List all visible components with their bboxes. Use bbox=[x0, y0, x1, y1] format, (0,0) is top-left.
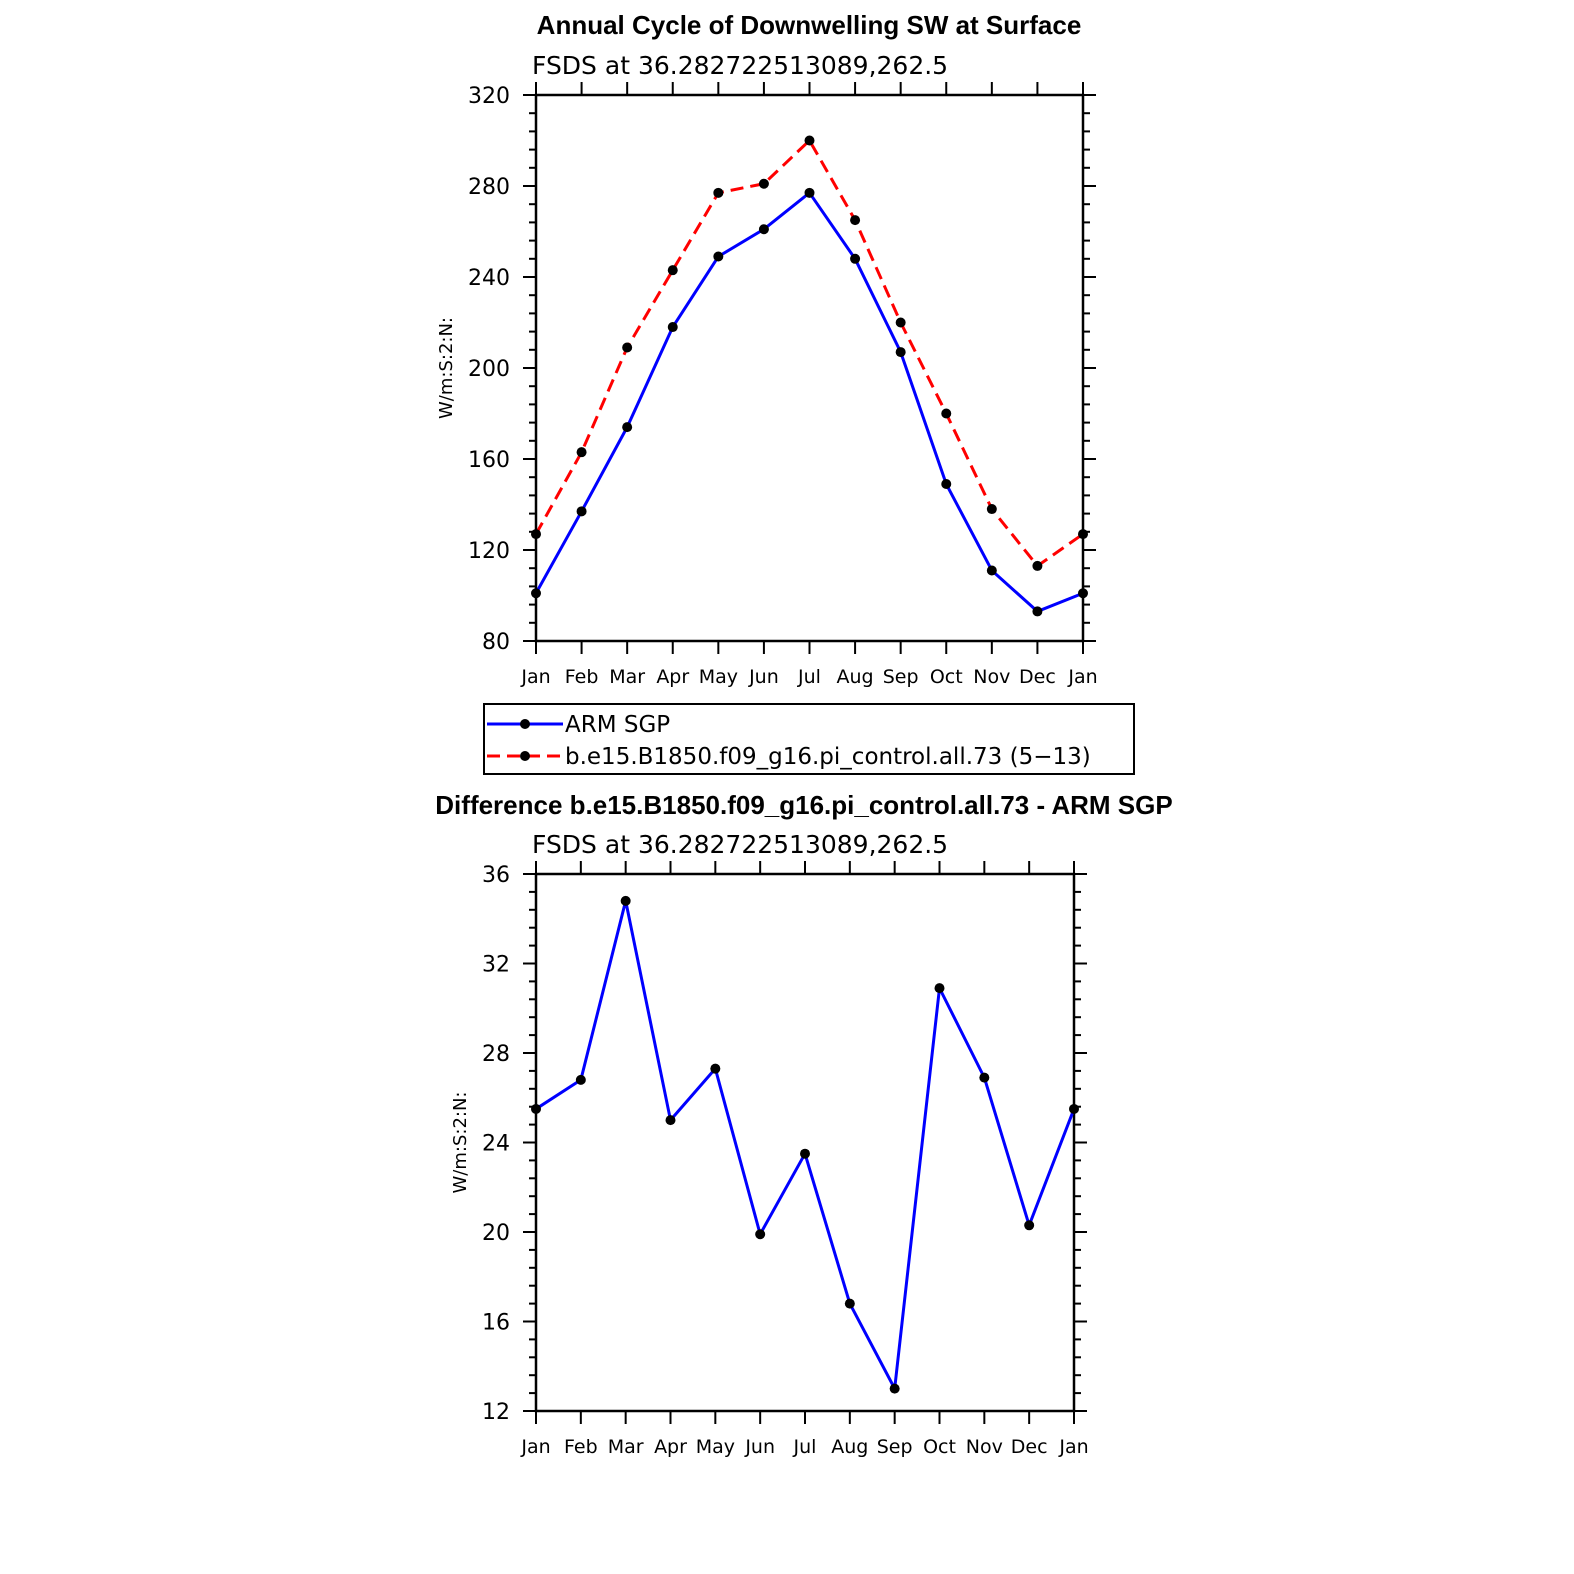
x-tick-label: Nov bbox=[973, 666, 1010, 688]
data-point bbox=[622, 342, 633, 353]
x-tick-label: Mar bbox=[609, 666, 645, 688]
data-point bbox=[941, 408, 952, 419]
x-tick-label: Feb bbox=[565, 666, 599, 688]
legend-marker bbox=[520, 719, 530, 729]
x-tick-label: Jul bbox=[797, 666, 821, 688]
legend-box bbox=[483, 703, 1135, 775]
plot-frame bbox=[534, 872, 1076, 1413]
legend-marker bbox=[520, 751, 530, 761]
x-tick-label: Feb bbox=[564, 1436, 598, 1458]
y-tick-label: 36 bbox=[482, 863, 510, 888]
x-tick-label: Jun bbox=[744, 1436, 775, 1458]
x-tick-label: Jan bbox=[520, 1436, 550, 1458]
data-point bbox=[986, 504, 997, 515]
data-point bbox=[531, 529, 541, 540]
series-line-1 bbox=[535, 899, 1076, 1391]
x-tick-label: Jul bbox=[793, 1436, 817, 1458]
x-tick-label: Jun bbox=[748, 666, 779, 688]
data-point bbox=[576, 506, 587, 517]
x-tick-label: Mar bbox=[608, 1436, 644, 1458]
x-tick-label: Dec bbox=[1011, 1436, 1048, 1458]
chart-title: Difference b.e15.B1850.f09_g16.pi_contro… bbox=[435, 790, 1172, 820]
series-line-2 bbox=[534, 139, 1084, 568]
y-tick-label: 240 bbox=[468, 266, 510, 291]
x-tick-label: Apr bbox=[654, 1436, 687, 1458]
chart-title: Annual Cycle of Downwelling SW at Surfac… bbox=[537, 10, 1082, 40]
series-line-1 bbox=[534, 191, 1084, 613]
y-tick-label: 20 bbox=[482, 1221, 510, 1246]
data-point bbox=[1069, 1103, 1079, 1114]
data-point bbox=[850, 215, 861, 226]
legend-label-2: b.e15.B1850.f09_g16.pi_control.all.73 (5… bbox=[565, 744, 1091, 770]
chart-1: Annual Cycle of Downwelling SW at Surfac… bbox=[436, 10, 1098, 688]
data-point bbox=[979, 1072, 990, 1083]
data-point bbox=[713, 251, 724, 262]
x-tick-label: Sep bbox=[883, 666, 919, 688]
data-point bbox=[804, 135, 815, 146]
y-tick-label: 28 bbox=[482, 1042, 510, 1067]
y-tick-label: 120 bbox=[468, 539, 510, 564]
data-point bbox=[622, 422, 633, 433]
data-point bbox=[620, 895, 631, 906]
y-tick-label: 32 bbox=[482, 953, 510, 978]
data-point bbox=[713, 187, 724, 198]
chart-subtitle: FSDS at 36.282722513089,262.5 bbox=[532, 830, 948, 859]
y-tick-label: 16 bbox=[482, 1311, 510, 1336]
y-tick-label: 280 bbox=[468, 175, 510, 200]
x-tick-label: May bbox=[696, 1436, 735, 1458]
y-tick-label: 12 bbox=[482, 1400, 510, 1425]
chart-subtitle: FSDS at 36.282722513089,262.5 bbox=[532, 51, 948, 80]
y-tick-label: 160 bbox=[468, 448, 510, 473]
data-point bbox=[850, 253, 861, 264]
y-axis-label: W/m:S:2:N: bbox=[436, 317, 457, 419]
x-tick-label: May bbox=[699, 666, 738, 688]
data-point bbox=[758, 178, 769, 189]
x-tick-label: Oct bbox=[923, 1436, 956, 1458]
data-point bbox=[895, 317, 906, 328]
x-tick-label: Oct bbox=[930, 666, 963, 688]
x-tick-label: Aug bbox=[831, 1436, 868, 1458]
data-point bbox=[755, 1229, 766, 1240]
legend: ARM SGP b.e15.B1850.f09_g16.pi_control.al… bbox=[483, 703, 1135, 775]
data-point bbox=[667, 265, 678, 276]
data-point bbox=[1078, 588, 1088, 599]
data-point bbox=[804, 187, 815, 198]
legend-label-1: ARM SGP bbox=[565, 712, 670, 738]
x-tick-label: Aug bbox=[837, 666, 874, 688]
data-point bbox=[889, 1383, 900, 1394]
x-tick-label: Jan bbox=[520, 666, 550, 688]
data-point bbox=[531, 1103, 541, 1114]
y-tick-label: 24 bbox=[482, 1132, 510, 1157]
data-point bbox=[941, 479, 952, 490]
chart-2: Difference b.e15.B1850.f09_g16.pi_contro… bbox=[435, 790, 1172, 1458]
x-tick-label: Jan bbox=[1058, 1436, 1088, 1458]
data-point bbox=[934, 983, 945, 994]
data-point bbox=[575, 1074, 586, 1085]
data-point bbox=[576, 447, 587, 458]
data-point bbox=[1032, 606, 1043, 617]
data-point bbox=[758, 224, 769, 235]
y-tick-label: 200 bbox=[468, 357, 510, 382]
data-point bbox=[710, 1063, 721, 1074]
x-tick-label: Jan bbox=[1067, 666, 1097, 688]
y-tick-label: 80 bbox=[482, 630, 510, 655]
data-point bbox=[1078, 529, 1088, 540]
y-tick-label: 320 bbox=[468, 84, 510, 109]
data-point bbox=[844, 1298, 855, 1309]
data-point bbox=[895, 347, 906, 358]
x-tick-label: Sep bbox=[877, 1436, 913, 1458]
y-axis-label: W/m:S:2:N: bbox=[450, 1092, 471, 1194]
x-tick-label: Nov bbox=[966, 1436, 1003, 1458]
x-tick-label: Apr bbox=[656, 666, 689, 688]
x-tick-label: Dec bbox=[1019, 666, 1056, 688]
data-point bbox=[531, 588, 541, 599]
data-point bbox=[1032, 560, 1043, 571]
data-point bbox=[986, 565, 997, 576]
data-point bbox=[665, 1115, 676, 1126]
data-point bbox=[1024, 1220, 1035, 1231]
data-point bbox=[667, 322, 678, 333]
data-point bbox=[800, 1148, 810, 1159]
